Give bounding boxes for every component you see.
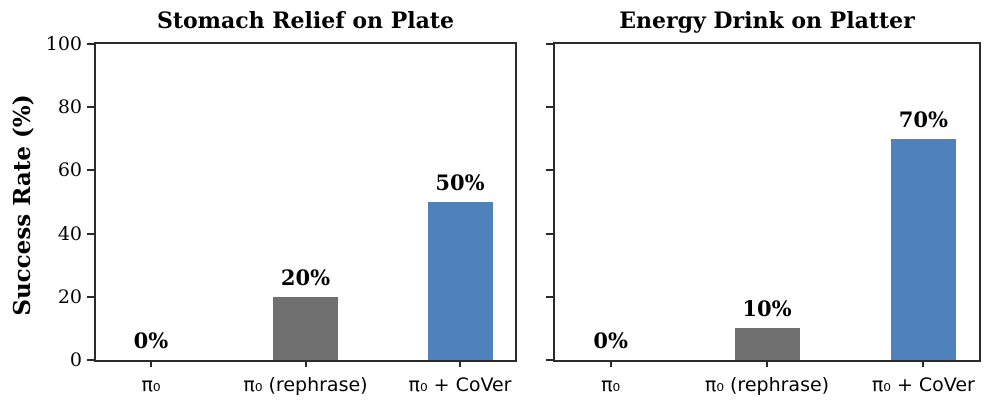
y-tick-mark (546, 106, 553, 109)
y-tick-mark (546, 169, 553, 172)
x-tick-label: π₀ (141, 374, 161, 396)
x-tick-mark (304, 362, 307, 367)
y-tick-mark (87, 359, 94, 361)
y-tick-mark (87, 106, 94, 109)
x-tick-mark (609, 362, 612, 367)
y-tick-label: 80 (57, 96, 82, 119)
y-tick-label: 100 (45, 33, 82, 55)
bar-π₀ (rephrase) (734, 328, 800, 360)
panel-title: Stomach Relief on Plate (156, 8, 455, 34)
x-tick-mark (149, 362, 152, 367)
y-tick-mark (546, 232, 553, 235)
x-tick-label: π₀ (601, 374, 621, 396)
bar-value-label: 20% (280, 264, 331, 290)
bar-π₀ (rephrase) (273, 296, 338, 360)
x-tick-mark (459, 362, 462, 367)
x-tick-mark (922, 362, 925, 367)
panel-title: Energy Drink on Platter (619, 8, 915, 34)
bar-value-label: 10% (742, 296, 792, 322)
bar-π₀ + CoVer (890, 138, 956, 360)
bar-π₀ + CoVer (427, 202, 493, 360)
bar-value-label: 0% (133, 328, 169, 353)
y-tick-mark (87, 232, 94, 235)
bar-value-label: 0% (593, 328, 628, 353)
x-tick-label: π₀ + CoVer (871, 374, 975, 396)
y-tick-mark (546, 295, 553, 298)
y-tick-mark (87, 295, 94, 298)
y-tick-label: 60 (57, 159, 82, 182)
y-tick-mark (87, 43, 94, 45)
bar-value-label: 50% (435, 170, 485, 195)
y-tick-mark (546, 43, 553, 45)
x-tick-label: π₀ (rephrase) (704, 374, 830, 396)
y-tick-label: 0 (69, 349, 82, 371)
x-tick-mark (766, 362, 768, 367)
y-tick-mark (87, 169, 94, 172)
x-tick-label: π₀ + CoVer (408, 374, 512, 396)
x-tick-label: π₀ (rephrase) (243, 374, 368, 396)
y-tick-mark (546, 359, 553, 361)
y-tick-label: 40 (57, 222, 82, 245)
y-axis-label: Success Rate (%) (9, 94, 36, 316)
bar-value-label: 70% (898, 106, 948, 132)
y-tick-label: 20 (57, 285, 82, 308)
